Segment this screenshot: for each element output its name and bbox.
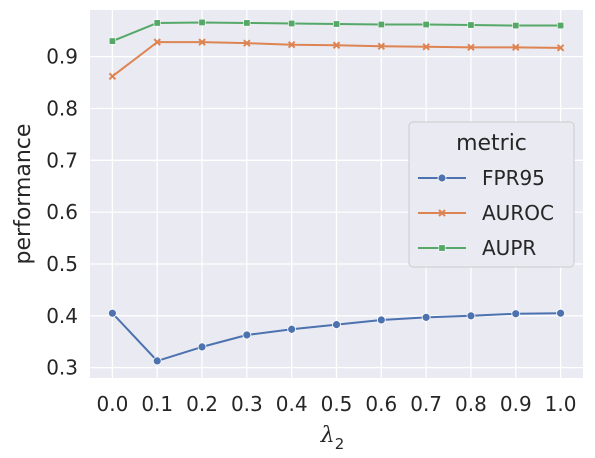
x-tick-label: 0.0 <box>97 392 129 416</box>
data-point-auroc <box>287 41 296 49</box>
data-point-auroc <box>198 38 206 46</box>
legend-label: FPR95 <box>482 166 545 190</box>
y-tick-label: 0.4 <box>46 304 78 328</box>
legend-swatch-marker <box>438 244 446 252</box>
legend-items: FPR95 AUROC AUPR <box>418 166 554 260</box>
data-point-auroc-stroke <box>377 42 386 50</box>
data-point-fpr95 <box>152 356 162 366</box>
data-point-fpr95 <box>287 324 297 334</box>
data-point-fpr95 <box>242 330 252 340</box>
series-fpr95 <box>108 308 565 366</box>
y-axis-ticks: 0.3 0.4 0.5 0.6 0.7 0.8 0.9 <box>46 45 78 380</box>
x-tick-label: 0.8 <box>455 392 487 416</box>
data-point-auroc-stroke <box>556 44 565 52</box>
data-point-aupr <box>467 21 475 29</box>
x-tick-label: 0.4 <box>276 392 308 416</box>
data-point-fpr95 <box>108 308 117 318</box>
data-point-auroc-stroke <box>467 43 475 52</box>
data-point-auroc-stroke <box>422 43 430 51</box>
data-point-auroc <box>243 39 251 47</box>
data-point-auroc-stroke <box>512 43 520 52</box>
series-auroc <box>108 38 565 81</box>
x-axis-label-symbol: λ <box>320 423 335 448</box>
legend-title: metric <box>456 131 527 156</box>
x-tick-label: 0.3 <box>231 392 263 416</box>
data-point-auroc-stroke <box>198 38 206 46</box>
data-point-fpr95 <box>511 309 521 319</box>
legend-swatch-marker-stroke <box>438 209 446 217</box>
data-point-auroc <box>512 43 520 52</box>
y-tick-label: 0.9 <box>46 45 78 69</box>
data-point-aupr <box>422 21 430 29</box>
data-point-fpr95 <box>421 312 431 322</box>
legend-item-aupr: AUPR <box>418 236 536 260</box>
x-tick-label: 0.6 <box>365 392 397 416</box>
legend-item-auroc: AUROC <box>418 201 554 225</box>
legend: metric FPR95 AUROC AUPR <box>408 121 575 268</box>
x-axis-label-subscript: 2 <box>335 435 345 453</box>
x-axis-ticks: 0.0 0.1 0.2 0.3 0.4 0.5 0.6 0.7 0.8 0.9 1.0 <box>97 392 577 416</box>
data-point-aupr <box>512 22 520 30</box>
data-point-aupr <box>377 21 385 29</box>
legend-swatch-marker <box>437 173 447 183</box>
data-point-aupr <box>243 19 251 27</box>
data-point-auroc <box>332 41 341 49</box>
x-tick-label: 1.0 <box>545 392 577 416</box>
y-tick-label: 0.3 <box>46 356 78 380</box>
y-tick-label: 0.7 <box>46 148 78 172</box>
data-point-aupr <box>557 22 565 30</box>
data-point-fpr95 <box>466 311 476 321</box>
data-point-auroc <box>377 42 386 50</box>
x-tick-label: 0.9 <box>500 392 532 416</box>
legend-label: AUROC <box>482 201 554 225</box>
data-point-aupr <box>332 20 340 28</box>
legend-item-fpr95: FPR95 <box>418 166 545 190</box>
data-point-aupr <box>288 19 296 27</box>
x-tick-label: 0.7 <box>410 392 442 416</box>
data-point-auroc-stroke <box>332 41 341 49</box>
y-axis-label: performance <box>11 124 36 265</box>
data-point-auroc <box>556 44 565 52</box>
data-point-fpr95 <box>376 315 386 325</box>
series-aupr <box>108 18 565 45</box>
x-tick-label: 0.2 <box>186 392 218 416</box>
legend-label: AUPR <box>482 236 536 260</box>
y-tick-label: 0.6 <box>46 200 78 224</box>
data-point-aupr <box>153 19 161 27</box>
data-point-auroc-stroke <box>108 72 117 81</box>
legend-box <box>408 121 575 268</box>
data-point-fpr95 <box>556 308 565 318</box>
x-tick-label: 0.5 <box>321 392 353 416</box>
data-point-auroc <box>467 43 475 52</box>
x-axis-label: λ2 <box>320 423 345 453</box>
data-point-fpr95 <box>332 320 341 330</box>
y-tick-label: 0.8 <box>46 96 78 120</box>
data-point-auroc <box>108 72 117 81</box>
data-point-auroc-stroke <box>153 38 161 46</box>
data-point-auroc-stroke <box>287 41 296 49</box>
data-point-auroc-stroke <box>243 39 251 47</box>
y-tick-label: 0.5 <box>46 252 78 276</box>
series-layer <box>108 18 565 366</box>
legend-swatch-marker <box>438 209 446 217</box>
data-point-fpr95 <box>197 342 207 352</box>
x-tick-label: 0.1 <box>141 392 173 416</box>
data-point-auroc <box>422 43 430 51</box>
data-point-aupr <box>198 18 206 26</box>
data-point-aupr <box>108 37 116 45</box>
data-point-auroc <box>153 38 161 46</box>
